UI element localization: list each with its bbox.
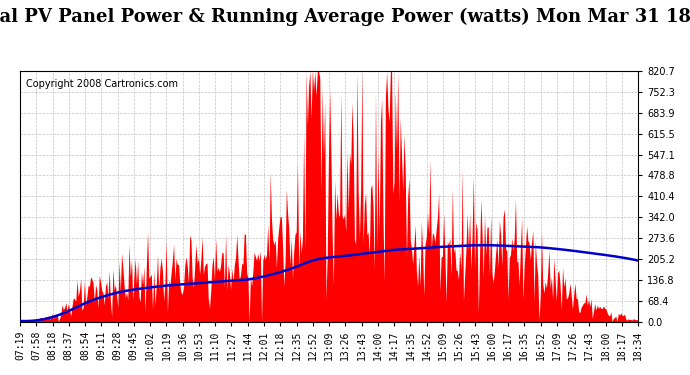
Text: Copyright 2008 Cartronics.com: Copyright 2008 Cartronics.com xyxy=(26,78,178,88)
Text: Total PV Panel Power & Running Average Power (watts) Mon Mar 31 18:49: Total PV Panel Power & Running Average P… xyxy=(0,8,690,26)
